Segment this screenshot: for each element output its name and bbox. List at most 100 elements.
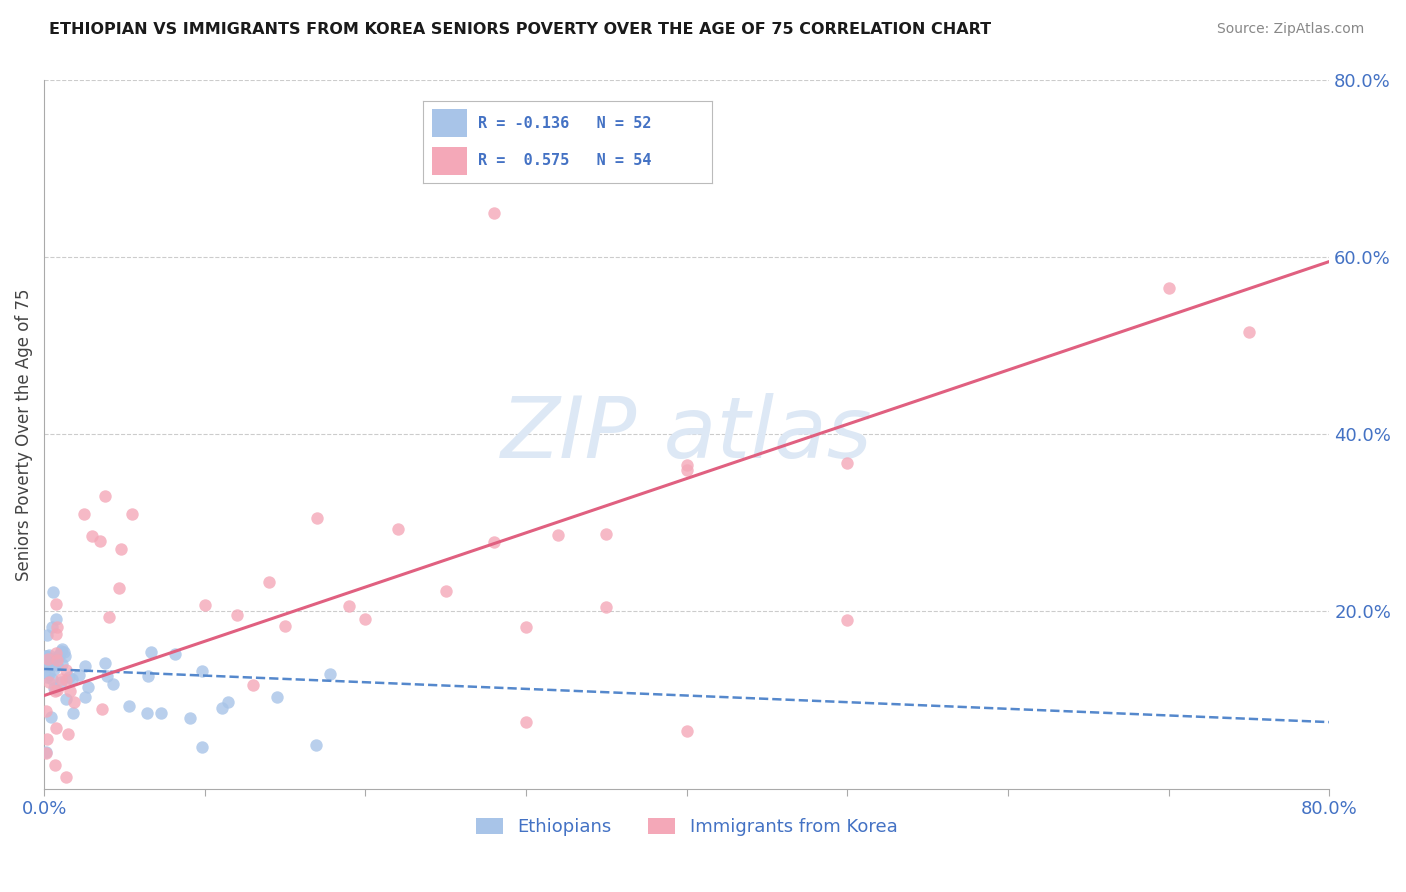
Point (337, 599, 360, 614)
Point (91, 701, 114, 715)
Point (38, 648, 60, 663)
Point (56, 727, 79, 741)
Point (45, 597, 67, 611)
Point (304, 738, 326, 752)
Text: ZIP atlas: ZIP atlas (501, 392, 873, 475)
Point (35, 628, 58, 642)
Point (675, 458, 697, 472)
Point (136, 706, 159, 720)
Point (51, 674, 73, 689)
Point (44, 684, 66, 698)
Point (55, 663, 77, 677)
Point (837, 613, 859, 627)
Point (38, 657, 60, 671)
Point (45, 721, 67, 735)
Point (62, 706, 84, 720)
Point (242, 678, 264, 692)
Point (217, 695, 239, 709)
Point (595, 527, 617, 541)
Point (179, 711, 201, 725)
Point (82, 529, 104, 543)
Point (46, 682, 69, 697)
Point (319, 667, 342, 681)
Point (547, 528, 569, 542)
Point (45, 658, 67, 673)
Point (37, 731, 59, 746)
Point (89, 533, 111, 548)
Point (1237, 325, 1260, 339)
Text: Source: ZipAtlas.com: Source: ZipAtlas.com (1216, 22, 1364, 37)
Point (35, 648, 58, 663)
Point (53, 648, 76, 663)
Point (45, 646, 67, 660)
Point (35, 747, 58, 761)
Point (482, 206, 505, 220)
Point (38, 675, 60, 690)
Point (60, 673, 83, 687)
Point (51, 657, 73, 671)
Point (45, 620, 67, 634)
Point (191, 740, 214, 755)
Point (266, 690, 288, 704)
Point (45, 612, 67, 626)
Point (55, 770, 77, 784)
Y-axis label: Seniors Poverty Over the Age of 75: Seniors Poverty Over the Age of 75 (15, 288, 32, 581)
Point (675, 723, 697, 738)
Point (141, 645, 163, 659)
Point (225, 608, 247, 623)
Point (69, 668, 91, 682)
Point (387, 522, 409, 536)
Point (48, 648, 70, 662)
Point (53, 645, 76, 659)
Point (35, 670, 58, 684)
Point (118, 699, 141, 714)
Point (35, 648, 58, 663)
Point (73, 690, 96, 704)
Text: ETHIOPIAN VS IMMIGRANTS FROM KOREA SENIORS POVERTY OVER THE AGE OF 75 CORRELATIO: ETHIOPIAN VS IMMIGRANTS FROM KOREA SENIO… (49, 22, 991, 37)
Point (75, 658, 97, 673)
Point (194, 598, 217, 612)
Point (41, 672, 63, 686)
Point (107, 581, 129, 595)
Point (58, 670, 80, 684)
Point (51, 642, 73, 657)
Point (121, 507, 143, 521)
Point (1157, 281, 1180, 295)
Point (515, 620, 537, 634)
Point (595, 599, 617, 614)
Point (49, 672, 72, 686)
Point (77, 680, 100, 694)
Point (41, 585, 63, 599)
Point (35, 746, 58, 760)
Point (354, 612, 377, 626)
Point (96, 669, 118, 683)
Point (515, 715, 537, 730)
Point (163, 647, 186, 661)
Point (675, 463, 697, 477)
Point (110, 542, 132, 557)
Point (73, 507, 96, 521)
Point (55, 673, 77, 687)
Point (37, 652, 59, 666)
Point (837, 456, 859, 470)
Point (35, 658, 58, 673)
Point (35, 704, 58, 718)
Point (41, 657, 63, 672)
Point (190, 664, 212, 678)
Legend: Ethiopians, Immigrants from Korea: Ethiopians, Immigrants from Korea (468, 811, 904, 843)
Point (94, 489, 117, 503)
Point (257, 575, 280, 590)
Point (46, 649, 69, 664)
Point (45, 626, 67, 640)
Point (49, 644, 72, 658)
Point (42, 681, 65, 695)
Point (307, 510, 329, 524)
Point (44, 757, 66, 772)
Point (38, 666, 60, 681)
Point (59, 683, 82, 698)
Point (41, 620, 63, 634)
Point (101, 677, 124, 691)
Point (482, 534, 505, 549)
Point (93, 656, 115, 670)
Point (55, 691, 77, 706)
